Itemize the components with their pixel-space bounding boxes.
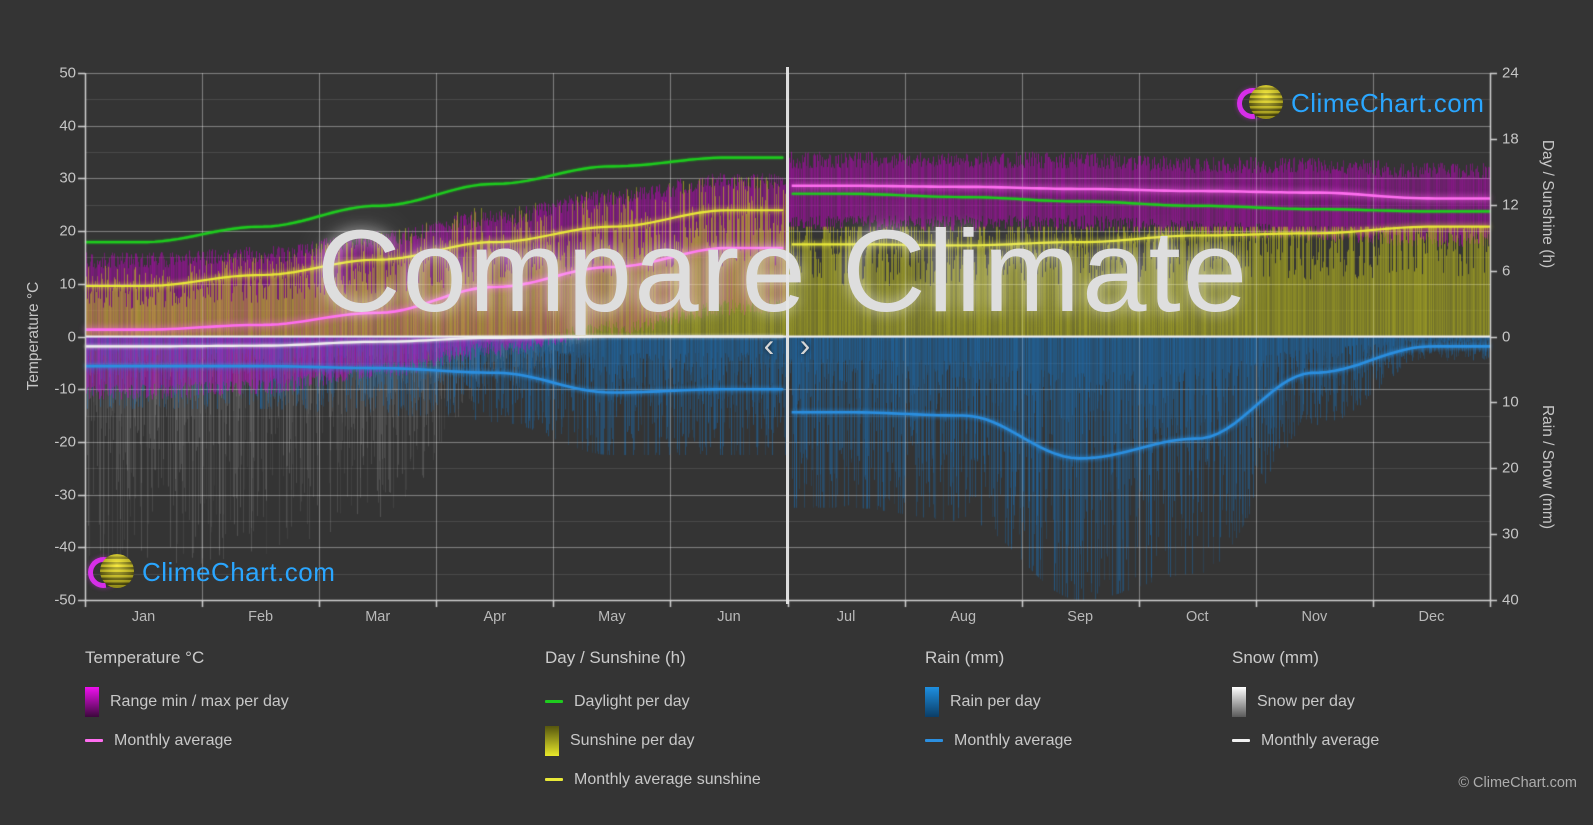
legend-swatch-line	[545, 700, 563, 703]
legend-swatch-line	[925, 739, 943, 742]
month-label-aug: Aug	[950, 609, 977, 625]
legend-swatch-line	[1232, 739, 1250, 742]
legend-item: Rain per day	[925, 682, 1072, 721]
month-label-nov: Nov	[1301, 609, 1328, 625]
left-axis-tick-label: -10	[54, 380, 76, 398]
legend-swatch-gradient	[1232, 686, 1246, 717]
legend-item: Daylight per day	[545, 682, 761, 721]
legend-column: Temperature °C Range min / max per day Mon…	[85, 648, 289, 760]
legend-swatch-gradient	[545, 725, 559, 756]
right-axis-tick-label: 12	[1502, 196, 1519, 214]
right-axis-title-rain-snow: Rain / Snow (mm)	[1539, 404, 1556, 530]
legend-item: Monthly average	[85, 721, 289, 760]
legend-item-label: Snow per day	[1257, 692, 1355, 710]
left-axis-tick-label: 50	[59, 64, 76, 82]
logo-text: ClimeChart.com	[142, 556, 336, 587]
month-label-apr: Apr	[483, 609, 507, 625]
legend-item-label: Sunshine per day	[570, 731, 695, 749]
chevron-right-icon[interactable]: ›	[791, 329, 819, 361]
legend-item-label: Monthly average sunshine	[574, 770, 761, 788]
month-label-feb: Feb	[248, 609, 274, 625]
climechart-logo-bottom-left[interactable]: ClimeChart.com	[81, 550, 336, 595]
legend-swatch-gradient	[85, 686, 99, 717]
month-label-jun: Jun	[717, 609, 741, 625]
comparison-slider-divider[interactable]	[786, 67, 789, 604]
legend-swatch-line	[545, 778, 563, 781]
left-axis-tick-label: 10	[59, 275, 76, 293]
legend-item-label: Monthly average	[1261, 731, 1380, 749]
right-axis-tick-label: 30	[1502, 525, 1519, 543]
chevron-left-icon[interactable]: ‹	[755, 329, 783, 361]
right-axis-title-day-sunshine: Day / Sunshine (h)	[1539, 139, 1556, 269]
legend-heading: Temperature °C	[85, 648, 205, 667]
left-axis-tick-label: -30	[54, 486, 76, 504]
legend-item: Range min / max per day	[85, 682, 289, 721]
left-axis-tick-label: -50	[54, 591, 76, 609]
legend-item: Monthly average sunshine	[545, 760, 761, 799]
climechart-logo-icon	[81, 550, 134, 595]
legend-swatch-line	[85, 739, 103, 742]
logo-text: ClimeChart.com	[1291, 87, 1485, 118]
legend-item-label: Rain per day	[950, 692, 1041, 710]
logo-sun-icon	[100, 554, 134, 588]
climechart-logo-icon	[1230, 81, 1283, 126]
left-axis-tick-label: -20	[54, 433, 76, 451]
right-axis-tick-label: 10	[1502, 393, 1519, 411]
legend-item-label: Range min / max per day	[110, 692, 289, 710]
month-label-jan: Jan	[131, 609, 156, 625]
right-axis-tick-label: 24	[1502, 64, 1519, 82]
month-label-mar: Mar	[365, 609, 391, 625]
right-axis-tick-label: 20	[1502, 459, 1519, 477]
month-label-dec: Dec	[1418, 609, 1445, 625]
right-axis-tick-label: 6	[1502, 262, 1511, 280]
copyright-text: © ClimeChart.com	[1458, 775, 1577, 791]
legend-item: Monthly average	[925, 721, 1072, 760]
left-axis-tick-label: 20	[59, 222, 76, 240]
legend: Temperature °C Range min / max per day Mon…	[0, 648, 1593, 808]
left-axis-tick-label: 0	[67, 328, 76, 345]
legend-item: Monthly average	[1232, 721, 1379, 760]
legend-heading: Day / Sunshine (h)	[545, 648, 686, 667]
legend-swatch-gradient	[925, 686, 939, 717]
legend-column: Day / Sunshine (h) Daylight per day Sunshi…	[545, 648, 761, 799]
legend-column: Snow (mm) Snow per day Monthly average	[1232, 648, 1379, 760]
left-axis-tick-label: -40	[54, 538, 76, 556]
logo-sun-icon	[1249, 85, 1283, 119]
legend-item: Sunshine per day	[545, 721, 761, 760]
month-label-may: May	[598, 609, 626, 625]
right-axis-tick-label: 18	[1502, 130, 1519, 148]
legend-heading: Snow (mm)	[1232, 648, 1319, 667]
left-axis-tick-label: 40	[59, 117, 76, 135]
legend-column: Rain (mm) Rain per day Monthly average	[925, 648, 1072, 760]
legend-item: Snow per day	[1232, 682, 1379, 721]
month-label-jul: Jul	[836, 609, 856, 625]
legend-heading: Rain (mm)	[925, 648, 1005, 667]
legend-item-label: Monthly average	[954, 731, 1073, 749]
left-axis-tick-label: 30	[59, 169, 76, 187]
legend-item-label: Monthly average	[114, 731, 233, 749]
legend-item-label: Daylight per day	[574, 692, 690, 710]
climechart-logo-top-right[interactable]: ClimeChart.com	[1230, 81, 1485, 126]
month-label-sep: Sep	[1067, 609, 1094, 625]
right-axis-tick-label: 0	[1502, 328, 1511, 345]
month-label-oct: Oct	[1186, 609, 1209, 625]
right-axis-tick-label: 40	[1502, 591, 1519, 609]
